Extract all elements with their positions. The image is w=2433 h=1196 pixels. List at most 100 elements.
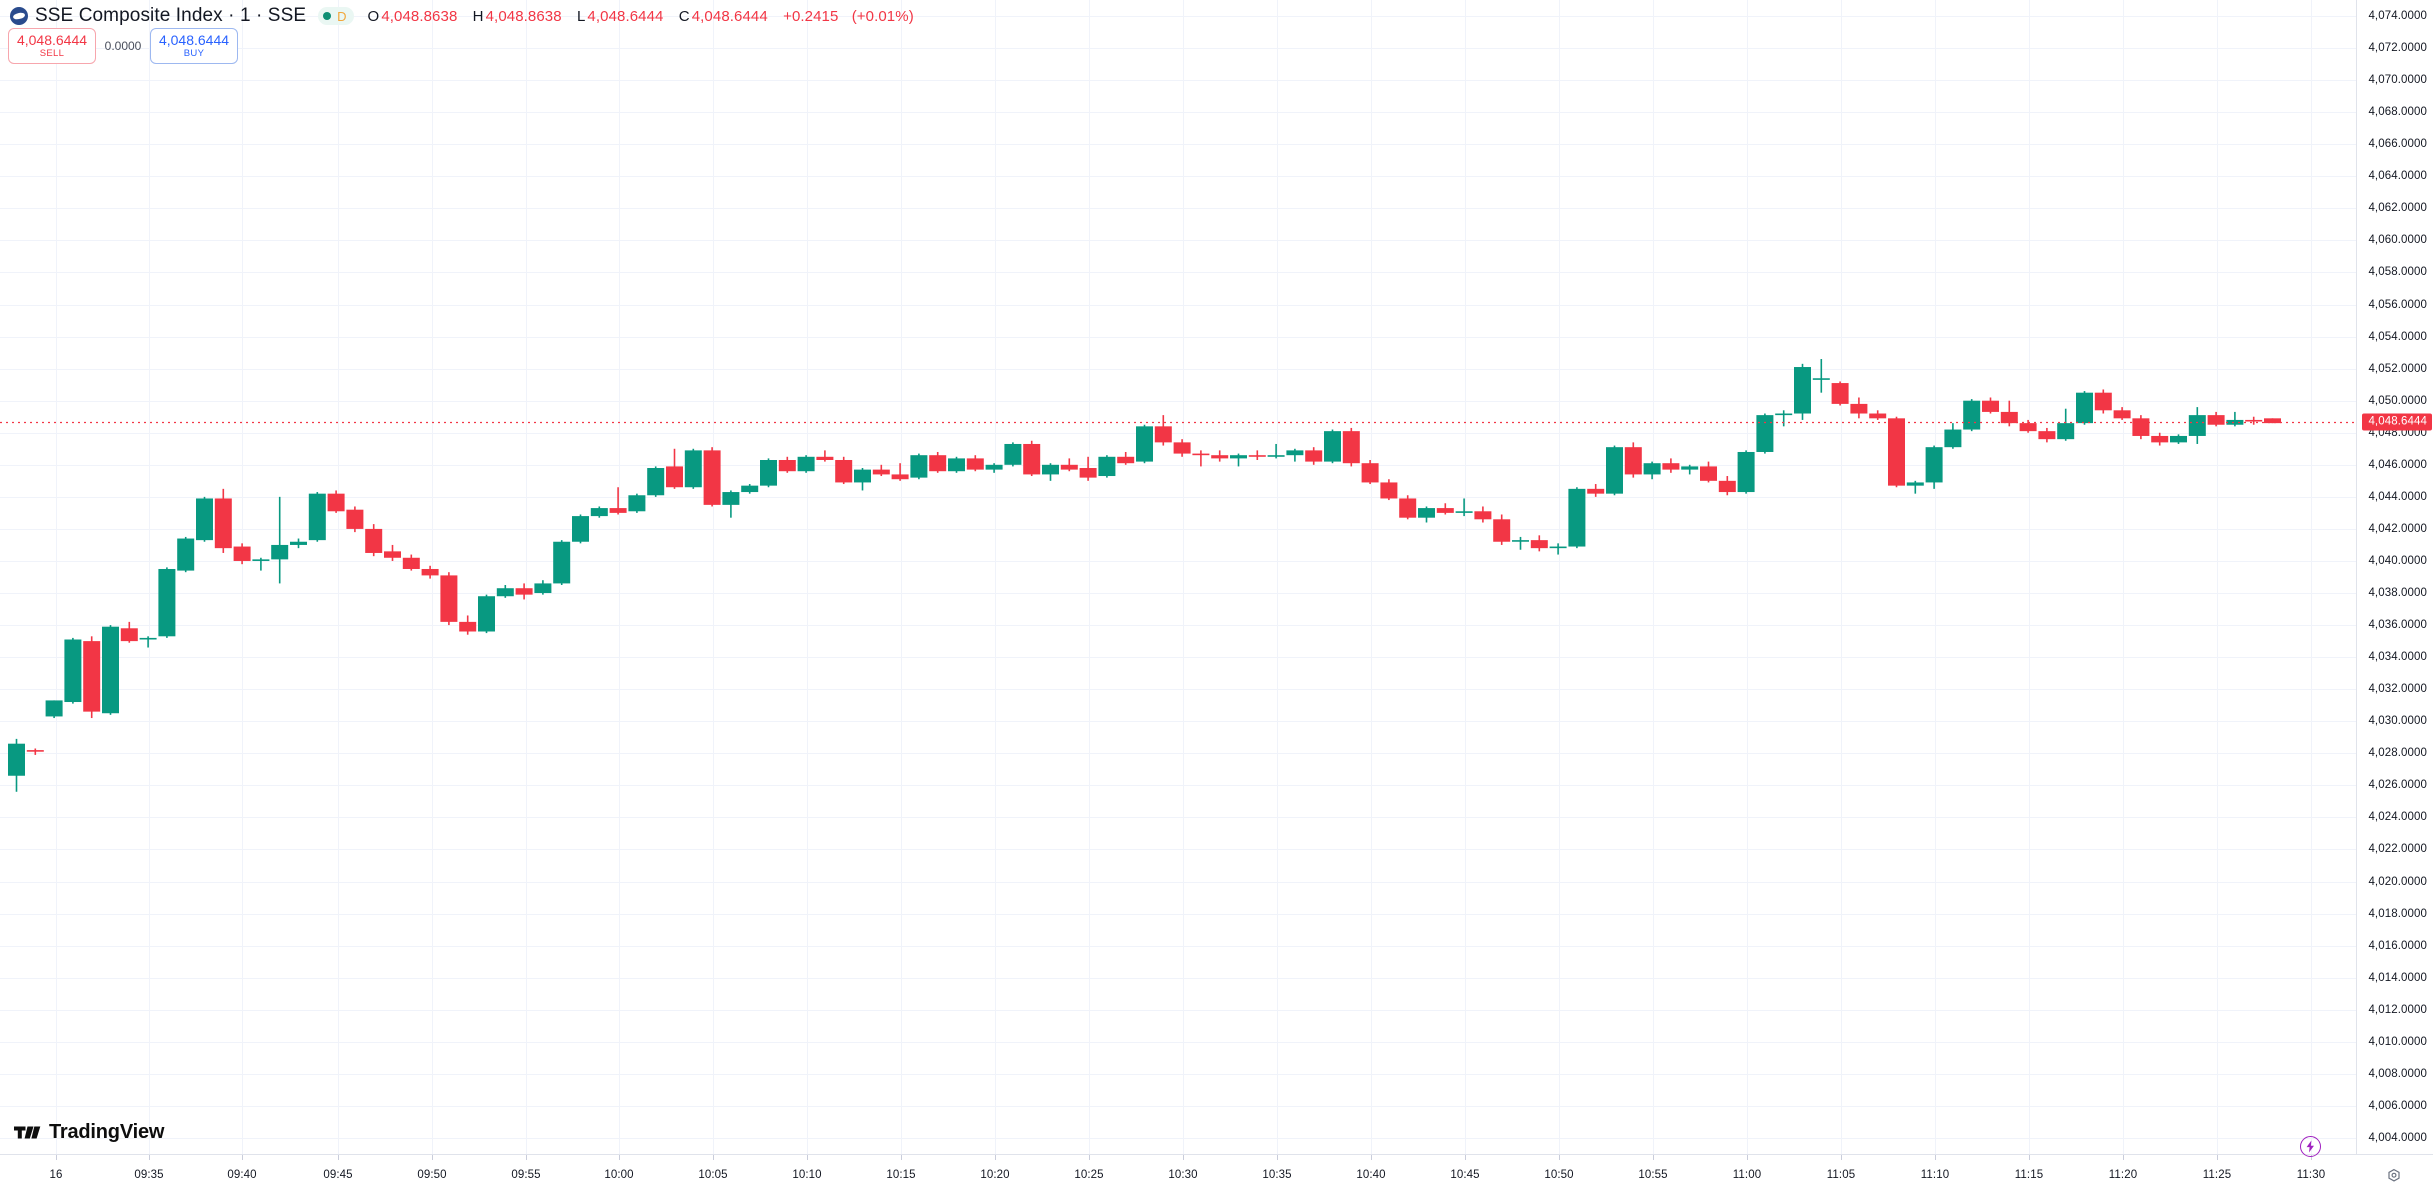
- price-axis[interactable]: 4,048.6444 4,074.0000 4,072.0000 4,070.000…: [2356, 0, 2433, 1154]
- price-axis-label: 4,042.0000: [2368, 522, 2427, 535]
- close-value: 4,048.6444: [691, 7, 768, 25]
- buy-price: 4,048.6444: [158, 31, 230, 48]
- price-axis-label: 4,004.0000: [2368, 1131, 2427, 1144]
- price-axis-label: 4,074.0000: [2368, 10, 2427, 23]
- time-axis-tick: [338, 1155, 339, 1160]
- candle: [2057, 408, 2075, 441]
- chart-pane[interactable]: [0, 0, 2356, 1154]
- time-axis-label: 09:55: [511, 1169, 541, 1181]
- candle: [1700, 461, 1717, 483]
- candle: [628, 493, 646, 513]
- candle: [1380, 479, 1398, 501]
- time-axis-tick: [1465, 1155, 1466, 1160]
- sell-button[interactable]: 4,048.6444 SELL: [8, 28, 96, 64]
- symbol-title[interactable]: SSE Composite Index · 1 · SSE: [35, 5, 307, 26]
- time-axis-label: 10:00: [604, 1169, 634, 1181]
- market-status-badge[interactable]: D: [318, 7, 354, 25]
- sse-logo-icon: [10, 7, 28, 25]
- candle: [1512, 536, 1529, 550]
- candle: [459, 615, 477, 635]
- buy-button[interactable]: 4,048.6444 BUY: [150, 28, 238, 64]
- time-axis-label: 16: [49, 1169, 63, 1181]
- time-axis-label: 10:40: [1356, 1169, 1386, 1181]
- candle: [1662, 458, 1680, 473]
- gear-glyph: [2388, 1168, 2400, 1182]
- time-axis-tick: [242, 1155, 243, 1160]
- time-axis-label: 10:35: [1262, 1169, 1292, 1181]
- time-axis-label: 11:10: [1920, 1169, 1950, 1181]
- candle: [1154, 415, 1172, 446]
- last-price-tag[interactable]: 4,048.6444: [2362, 413, 2432, 431]
- candle: [384, 544, 401, 561]
- time-axis-label: 10:45: [1450, 1169, 1480, 1181]
- brand-name: TradingView: [49, 1121, 165, 1143]
- time-axis-tick: [1747, 1155, 1748, 1160]
- time-axis-tick: [619, 1155, 620, 1160]
- candle: [1587, 484, 1605, 497]
- time-axis-tick: [1089, 1155, 1090, 1160]
- candle: [1436, 503, 1454, 515]
- candle: [1324, 429, 1341, 464]
- time-axis-label: 11:00: [1732, 1169, 1762, 1181]
- candle: [1756, 413, 1774, 454]
- candlestick-plot[interactable]: [0, 0, 2356, 1154]
- candle: [102, 625, 119, 715]
- candle: [1549, 543, 1567, 555]
- candle: [196, 496, 213, 542]
- candle: [1136, 424, 1153, 464]
- chart-legend: SSE Composite Index · 1 · SSE D O 4,048.8…: [10, 5, 916, 27]
- candle: [1606, 445, 1623, 496]
- tradingview-logo-icon[interactable]: TradingView: [14, 1121, 164, 1144]
- candle: [1361, 459, 1379, 485]
- candle: [83, 636, 101, 719]
- candle: [2132, 415, 2150, 440]
- gear-icon[interactable]: [2383, 1166, 2405, 1188]
- candle: [1718, 476, 1736, 496]
- price-axis-label: 4,066.0000: [2368, 138, 2427, 151]
- trade-panel[interactable]: 4,048.6444 SELL 0.0000 4,048.6444 BUY: [8, 28, 238, 64]
- candle: [816, 450, 834, 462]
- candle: [1117, 451, 1135, 465]
- time-axis-tick: [1653, 1155, 1654, 1160]
- time-axis-tick: [2311, 1155, 2312, 1160]
- candle: [64, 637, 82, 704]
- candle: [872, 464, 890, 477]
- candle: [666, 448, 683, 489]
- price-axis-label: 4,056.0000: [2368, 298, 2427, 311]
- candle: [1624, 442, 1642, 478]
- candle: [2264, 418, 2281, 424]
- time-axis-tick: [1183, 1155, 1184, 1160]
- candle: [1098, 455, 1116, 478]
- candle: [1794, 363, 1811, 420]
- time-axis-label: 11:30: [2296, 1169, 2326, 1181]
- candle: [1812, 359, 1830, 393]
- candle: [778, 456, 796, 473]
- time-axis-label: 11:20: [2108, 1169, 2138, 1181]
- candle: [402, 554, 420, 571]
- candle: [703, 447, 721, 507]
- time-axis-tick: [1277, 1155, 1278, 1160]
- low-value: 4,048.6444: [587, 7, 664, 25]
- candle: [741, 484, 759, 494]
- candle: [271, 496, 289, 584]
- candle: [1963, 399, 1981, 432]
- candle: [421, 565, 439, 579]
- lightning-bolt-icon[interactable]: [2300, 1136, 2321, 1157]
- candle: [1474, 506, 1492, 523]
- time-axis[interactable]: 16 09:35 09:40 09:45 09:50 09:55 10:00 10:05 10:…: [0, 1154, 2433, 1196]
- price-axis-label: 4,026.0000: [2368, 779, 2427, 792]
- time-axis-label: 10:55: [1638, 1169, 1668, 1181]
- candle: [2207, 411, 2225, 427]
- candle: [1418, 506, 1435, 523]
- candle: [1342, 427, 1360, 467]
- candle: [2226, 411, 2244, 427]
- market-open-dot-icon: [323, 12, 332, 20]
- candle: [139, 636, 157, 648]
- sell-price: 4,048.6444: [16, 31, 88, 48]
- high-value: 4,048.8638: [485, 7, 562, 25]
- buy-label: BUY: [183, 47, 205, 59]
- price-axis-label: 4,072.0000: [2368, 42, 2427, 55]
- candle: [1869, 410, 1887, 420]
- time-axis-tick: [1559, 1155, 1560, 1160]
- time-axis-tick: [526, 1155, 527, 1160]
